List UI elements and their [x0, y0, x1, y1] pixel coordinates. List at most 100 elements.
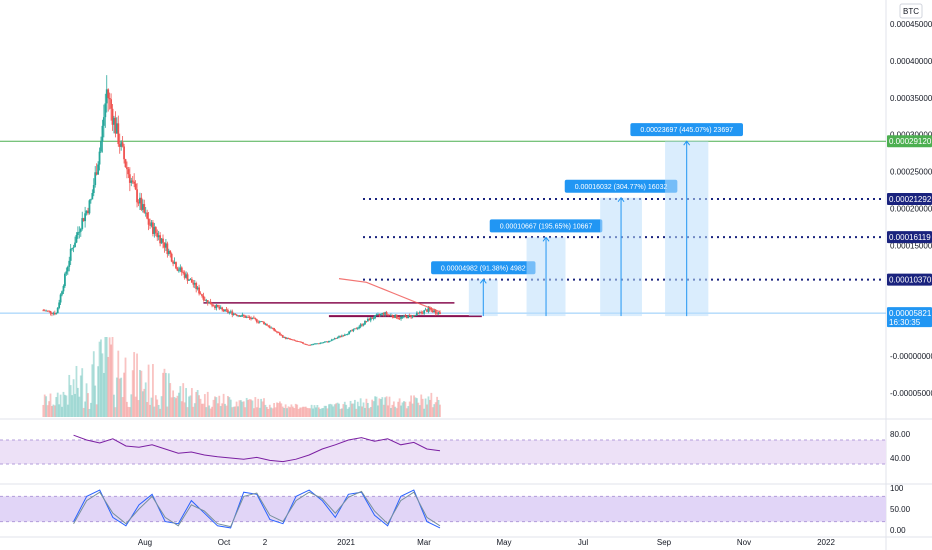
candle[interactable]	[293, 339, 296, 341]
candle[interactable]	[281, 335, 284, 338]
candle[interactable]	[201, 294, 203, 296]
candle[interactable]	[224, 309, 226, 312]
candle[interactable]	[309, 344, 312, 346]
candle[interactable]	[248, 317, 251, 319]
candle[interactable]	[430, 309, 433, 311]
candle[interactable]	[199, 293, 202, 295]
candle[interactable]	[232, 313, 235, 315]
candle[interactable]	[144, 212, 147, 214]
candle[interactable]	[294, 340, 297, 342]
candle[interactable]	[358, 326, 361, 329]
candle[interactable]	[283, 337, 286, 338]
candle[interactable]	[192, 282, 195, 285]
candle[interactable]	[356, 328, 359, 329]
candle[interactable]	[312, 344, 314, 346]
candle[interactable]	[165, 243, 167, 248]
candle[interactable]	[436, 313, 439, 315]
candle[interactable]	[387, 314, 389, 316]
candle[interactable]	[175, 262, 177, 269]
candle[interactable]	[185, 274, 187, 278]
candle[interactable]	[75, 234, 78, 243]
candle[interactable]	[53, 312, 56, 315]
candle[interactable]	[189, 279, 192, 281]
candle[interactable]	[111, 108, 114, 125]
candle[interactable]	[61, 291, 63, 295]
candle[interactable]	[198, 287, 200, 294]
candle[interactable]	[42, 310, 45, 312]
candle[interactable]	[228, 312, 231, 313]
candle[interactable]	[403, 315, 405, 317]
candle[interactable]	[343, 334, 346, 336]
candle[interactable]	[273, 328, 275, 331]
candle[interactable]	[253, 317, 255, 319]
candle[interactable]	[56, 307, 59, 314]
candle[interactable]	[77, 232, 79, 235]
candle[interactable]	[320, 342, 323, 344]
candle[interactable]	[170, 253, 173, 262]
candle[interactable]	[416, 312, 418, 315]
candle[interactable]	[260, 321, 263, 323]
candle[interactable]	[417, 312, 420, 314]
candle[interactable]	[289, 338, 291, 340]
candle[interactable]	[265, 323, 268, 326]
candle[interactable]	[89, 199, 92, 201]
candle[interactable]	[346, 333, 349, 335]
candle[interactable]	[205, 300, 208, 301]
candle[interactable]	[362, 324, 365, 326]
time-axis[interactable]: Aug Oct 2 2021 Mar May Jul Sep Nov 2022	[138, 538, 836, 547]
candle[interactable]	[74, 242, 76, 248]
candle[interactable]	[231, 311, 234, 315]
candle[interactable]	[162, 238, 164, 243]
candle[interactable]	[79, 228, 82, 232]
candle[interactable]	[330, 339, 333, 341]
candle[interactable]	[267, 325, 270, 327]
candle[interactable]	[51, 313, 53, 315]
candle[interactable]	[206, 300, 209, 304]
candle[interactable]	[120, 142, 123, 147]
candle[interactable]	[424, 309, 427, 311]
candle[interactable]	[227, 310, 229, 313]
candle[interactable]	[429, 307, 431, 310]
candle[interactable]	[374, 315, 376, 319]
candle[interactable]	[296, 341, 299, 342]
candle[interactable]	[244, 315, 247, 318]
candle[interactable]	[364, 321, 366, 325]
candle[interactable]	[382, 313, 385, 315]
candle[interactable]	[203, 299, 206, 301]
candle[interactable]	[433, 310, 436, 313]
candle[interactable]	[68, 260, 71, 267]
candle[interactable]	[427, 307, 430, 312]
candle[interactable]	[163, 242, 166, 248]
candle[interactable]	[237, 315, 239, 317]
candle[interactable]	[264, 323, 267, 325]
candle[interactable]	[375, 314, 378, 316]
candle[interactable]	[395, 314, 398, 319]
candle[interactable]	[180, 267, 183, 273]
candle[interactable]	[439, 312, 441, 314]
candle[interactable]	[193, 283, 196, 285]
candle[interactable]	[92, 185, 95, 194]
candle[interactable]	[136, 189, 138, 203]
candle[interactable]	[277, 332, 280, 334]
candle[interactable]	[401, 316, 404, 318]
candle[interactable]	[114, 117, 117, 134]
candle[interactable]	[323, 341, 326, 343]
candle[interactable]	[348, 331, 351, 334]
candle[interactable]	[235, 314, 238, 316]
candle[interactable]	[426, 309, 428, 312]
candle[interactable]	[280, 334, 283, 336]
candle[interactable]	[420, 311, 423, 313]
candle[interactable]	[121, 142, 124, 147]
candle[interactable]	[214, 306, 216, 309]
candle[interactable]	[59, 294, 62, 303]
candle[interactable]	[154, 227, 157, 233]
moving-average-line[interactable]	[338, 278, 441, 313]
candle[interactable]	[66, 266, 69, 272]
candle[interactable]	[366, 318, 369, 322]
candle[interactable]	[365, 321, 368, 322]
candle[interactable]	[211, 304, 213, 306]
candle[interactable]	[215, 304, 218, 309]
candle[interactable]	[434, 310, 437, 314]
candle[interactable]	[251, 317, 254, 320]
